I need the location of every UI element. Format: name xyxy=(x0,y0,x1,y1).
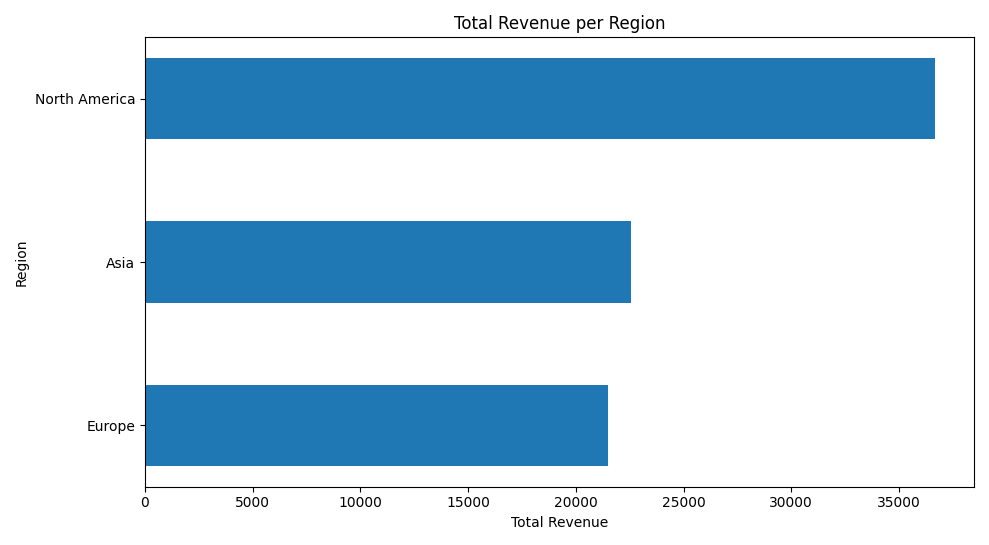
X-axis label: Total Revenue: Total Revenue xyxy=(511,516,608,530)
Bar xyxy=(145,58,935,140)
Bar xyxy=(145,221,631,303)
Bar xyxy=(145,385,607,467)
Y-axis label: Region: Region xyxy=(15,238,29,286)
Title: Total Revenue per Region: Total Revenue per Region xyxy=(454,15,666,33)
